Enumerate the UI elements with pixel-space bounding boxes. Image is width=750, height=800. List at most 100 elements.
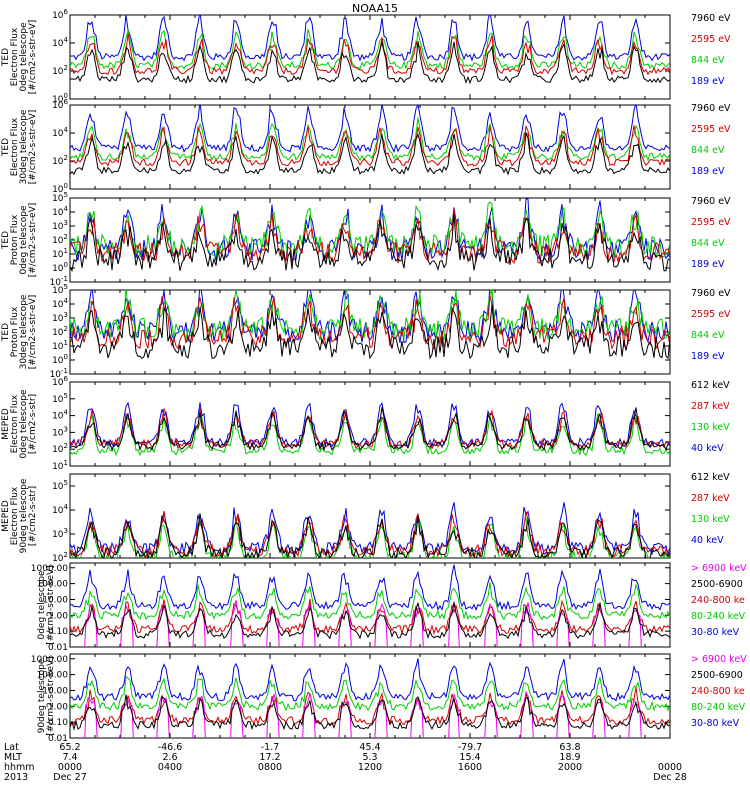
y-tick-label: 104: [52, 126, 68, 139]
y-tick-label: 104: [52, 297, 68, 310]
series-trace: [70, 602, 670, 640]
y-tick-label: 1000.00: [31, 655, 68, 665]
y-tick-label: 102: [52, 442, 68, 455]
y-axis-label-line: Electron Flux: [10, 117, 20, 176]
y-axis-label-line: 90deg telescope: [37, 658, 47, 733]
series-trace: [70, 564, 670, 611]
y-tick-label: 100.00: [37, 580, 69, 590]
legend-entry: 7960 eV: [691, 103, 731, 114]
series-trace: [70, 117, 670, 162]
x-mlt-label: 17.2: [259, 752, 280, 763]
legend-entry: 189 eV: [691, 76, 725, 87]
legend-entry: 844 eV: [691, 55, 725, 66]
y-tick-label: 104: [52, 503, 68, 516]
series-group: [70, 290, 670, 360]
y-tick-label: 102: [52, 325, 68, 338]
legend-entry: 844 eV: [691, 238, 725, 249]
series-trace: [70, 198, 670, 263]
y-axis-label-line: [#/cm2-s-str-keV]: [46, 565, 56, 644]
series-trace: [70, 213, 670, 273]
x-lat-label: -46.6: [158, 742, 183, 753]
series-trace: [70, 675, 670, 712]
x-hhmm-label: 1600: [458, 762, 482, 773]
series-trace: [70, 132, 670, 176]
y-tick-label: 106: [52, 375, 68, 388]
legend-entry: 612 keV: [691, 472, 730, 483]
x-mlt-label: 15.4: [459, 752, 480, 763]
legend-entry: 2595 eV: [691, 124, 731, 135]
x-lat-label: -79.7: [458, 742, 483, 753]
series-trace: [70, 15, 670, 62]
plot-frame: [69, 289, 671, 375]
x-lat-label: -1.7: [261, 742, 280, 753]
x-mlt-label: 7.4: [62, 752, 77, 763]
series-trace: [70, 290, 670, 344]
y-axis-label-line: 30deg telescope: [19, 294, 29, 369]
legend-entry: 40 keV: [691, 535, 724, 546]
y-tick-label: 102: [52, 551, 68, 564]
legend-entry: 2500-6900: [691, 670, 743, 681]
series-trace: [70, 105, 670, 154]
x-row-label: 2013: [4, 772, 28, 783]
legend-entry: 287 keV: [691, 493, 730, 504]
legend-entry: 40 keV: [691, 443, 724, 454]
y-tick-label: 105: [52, 283, 68, 296]
y-tick-label: 106: [52, 8, 68, 21]
y-axis-label-line: 90deg telescope: [19, 478, 29, 553]
y-axis-label-line: 30deg telescope: [19, 109, 29, 184]
y-axis-label-line: 0deg telescope: [37, 570, 47, 640]
series-trace: [70, 582, 670, 621]
series-trace: [70, 124, 670, 167]
y-tick-label: 0.10: [48, 718, 68, 728]
x-date-label: Dec 27: [53, 772, 87, 783]
series-trace: [70, 201, 670, 259]
x-lat-label: 63.8: [559, 742, 580, 753]
legend-entry: 189 eV: [691, 166, 725, 177]
y-axis-label-line: Proton Flux: [10, 214, 20, 265]
y-tick-label: 106: [52, 98, 68, 111]
y-tick-label: 0.01: [48, 734, 68, 744]
panel-2: 100 102 104 106 TED Electron Flux 30deg telesc…: [1, 98, 731, 195]
legend-entry: 30-80 keV: [691, 718, 740, 729]
y-tick-label: 1.00: [48, 611, 68, 621]
legend-entry: 2500-6900: [691, 579, 743, 590]
x-mlt-label: 2.6: [162, 752, 177, 763]
series-trace: [70, 658, 670, 702]
y-tick-label: 10.00: [42, 686, 68, 696]
series-group: [70, 502, 670, 558]
y-axis-label-line: MEPED: [1, 408, 11, 440]
y-tick-label: 103: [52, 527, 68, 540]
y-tick-label: 100.00: [37, 671, 69, 681]
y-tick-label: 104: [52, 36, 68, 49]
series-trace: [70, 40, 670, 85]
panel-6: 102 103 104 105 MEPED Electron Flux 90deg tele…: [1, 472, 730, 564]
legend-entry: 240-800 ke: [691, 686, 745, 697]
legend-entry: 130 keV: [691, 514, 730, 525]
series-group: [70, 401, 670, 457]
x-hhmm-label: 0400: [158, 762, 182, 773]
series-trace: [70, 513, 670, 558]
plot-frame: [69, 104, 671, 190]
legend-entry: 7960 eV: [691, 196, 731, 207]
y-tick-label: 103: [52, 311, 68, 324]
legend-entry: 844 eV: [691, 145, 725, 156]
y-tick-label: 105: [52, 191, 68, 204]
series-group: [70, 105, 670, 176]
y-axis-label-line: [#/cm2-s-str-keV]: [46, 656, 56, 735]
y-tick-label: 1.00: [48, 702, 68, 712]
y-tick-label: 105: [52, 392, 68, 405]
y-axis-label-line: TED: [1, 231, 11, 250]
series-group: [70, 198, 670, 273]
panel-1: 100 102 104 106 TED Electron Flux 0deg telesco…: [1, 8, 731, 105]
x-hhmm-label: 1200: [358, 762, 382, 773]
y-axis-label-line: Electron Flux: [10, 27, 20, 86]
legend-entry: > 6900 keV: [691, 563, 747, 574]
y-axis-label-line: TED: [1, 138, 11, 157]
x-hhmm-label: 2000: [558, 762, 582, 773]
y-tick-label: 10-1: [50, 367, 68, 380]
y-tick-label: 0.01: [48, 643, 68, 653]
